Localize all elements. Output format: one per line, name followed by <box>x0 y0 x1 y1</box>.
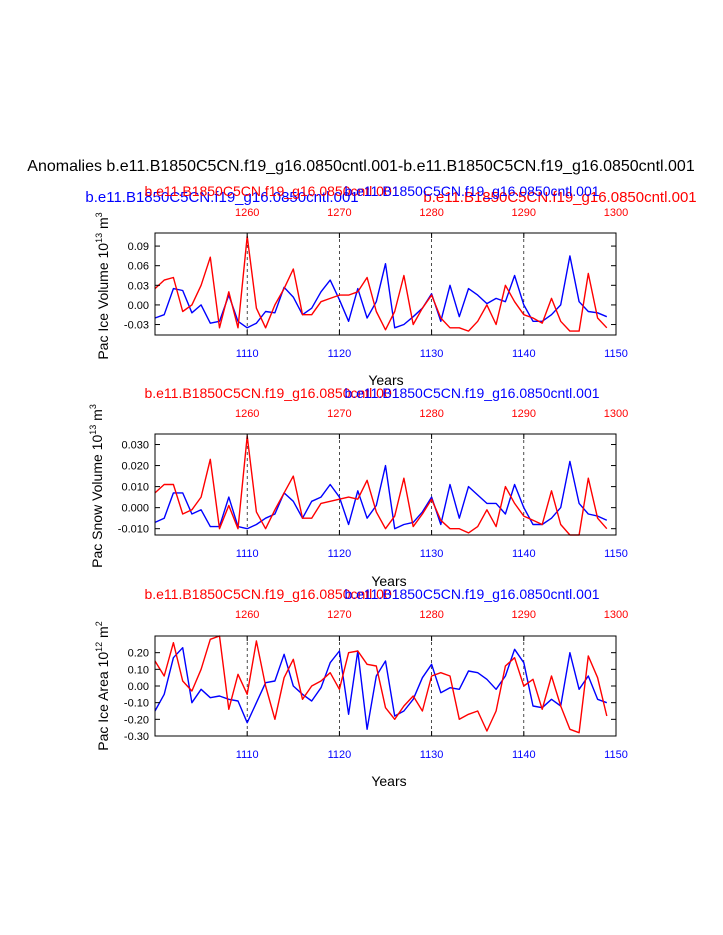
blue-series-line <box>154 647 608 730</box>
x-tick-label: 1140 <box>512 548 536 560</box>
y-axis-title: Pac Ice Area 1012 m2 <box>94 621 111 750</box>
y-tick-label: 0.00 <box>128 300 149 312</box>
x-axis-title: Years <box>371 773 406 789</box>
y-tick-label: 0.000 <box>121 503 149 515</box>
panel-top-label-blue: b.e11.B1850C5CN.f19_g16.0850cntl.001 <box>344 385 599 401</box>
y-tick-label: -0.03 <box>124 320 149 332</box>
x-tick-label: 1120 <box>328 749 352 761</box>
top-x-tick-label: 1280 <box>419 207 443 219</box>
y-tick-label: -0.010 <box>118 524 149 536</box>
x-tick-label: 1110 <box>236 749 259 761</box>
snow-volume-panel: b.e11.B1850C5CN.f19_g16.0850cntl.001 b.e… <box>88 385 628 589</box>
y-axis-title: Pac Ice Volume 1013 m3 <box>94 212 111 359</box>
top-x-tick-label: 1300 <box>604 609 628 621</box>
x-tick-label: 1150 <box>604 348 628 360</box>
y-tick-label: 0.10 <box>128 664 149 676</box>
y-tick-label: 0.030 <box>121 440 149 452</box>
top-x-tick-label: 1260 <box>235 207 259 219</box>
top-x-tick-label: 1270 <box>327 408 351 420</box>
ice-volume-panel: b.e11.B1850C5CN.f19_g16.0850cntl.001 b.e… <box>94 183 628 388</box>
main-title: Anomalies b.e11.B1850C5CN.f19_g16.0850cn… <box>27 158 695 175</box>
x-tick-label: 1120 <box>328 548 352 560</box>
top-x-tick-label: 1280 <box>419 609 443 621</box>
y-tick-label: -0.20 <box>124 714 149 726</box>
panel-top-label-red: b.e11.B1850C5CN.f19_g16.0850cntl.001 <box>144 183 399 199</box>
ice-area-panel: b.e11.B1850C5CN.f19_g16.0850cntl.001 b.e… <box>94 586 628 789</box>
top-x-tick-label: 1280 <box>419 408 443 420</box>
x-tick-label: 1140 <box>512 348 536 360</box>
blue-series-line <box>154 460 608 530</box>
svg-text:Pac Ice Area 1012 m2: Pac Ice Area 1012 m2 <box>94 621 111 750</box>
svg-text:Pac Ice Volume 1013 m3: Pac Ice Volume 1013 m3 <box>94 212 111 359</box>
y-tick-label: 0.03 <box>128 280 149 292</box>
y-tick-label: -0.10 <box>124 698 149 710</box>
top-x-tick-label: 1270 <box>327 207 351 219</box>
y-tick-label: 0.20 <box>128 648 149 660</box>
red-series-line <box>154 635 608 734</box>
y-tick-label: 0.010 <box>121 482 149 494</box>
y-tick-label: 0.06 <box>128 261 149 273</box>
x-tick-label: 1130 <box>420 348 444 360</box>
y-tick-label: 0.020 <box>121 461 149 473</box>
x-tick-label: 1110 <box>236 548 259 560</box>
y-tick-label: -0.30 <box>124 731 149 743</box>
svg-text:Pac Snow Volume 1013 m3: Pac Snow Volume 1013 m3 <box>88 404 105 568</box>
x-tick-label: 1130 <box>420 548 444 560</box>
y-tick-label: 0.09 <box>128 241 149 253</box>
top-x-tick-label: 1290 <box>512 207 536 219</box>
legend-red-label: b.e11.B1850C5CN.f19_g16.0850cntl.001 <box>423 189 696 206</box>
x-axis-title: Years <box>368 372 403 388</box>
top-x-tick-label: 1260 <box>235 408 259 420</box>
plot-frame <box>154 635 617 737</box>
top-x-tick-label: 1300 <box>604 207 628 219</box>
top-x-tick-label: 1260 <box>235 609 259 621</box>
x-tick-label: 1110 <box>236 348 259 360</box>
red-series-line <box>154 235 608 332</box>
legend-blue-label: b.e11.B1850C5CN.f19_g16.0850cntl.001 <box>85 189 358 206</box>
panel-top-label-red: b.e11.B1850C5CN.f19_g16.0850cntl.001 <box>144 385 399 401</box>
plot-frame <box>154 433 617 536</box>
top-x-tick-label: 1270 <box>327 609 351 621</box>
plot-frame <box>154 232 617 336</box>
panel-top-label-red: b.e11.B1850C5CN.f19_g16.0850cntl.001 <box>144 586 399 602</box>
x-tick-label: 1130 <box>420 749 444 761</box>
top-x-tick-label: 1290 <box>512 609 536 621</box>
top-x-tick-label: 1290 <box>512 408 536 420</box>
x-tick-label: 1150 <box>604 548 628 560</box>
red-series-line <box>154 435 608 536</box>
x-tick-label: 1120 <box>328 348 352 360</box>
y-axis-title: Pac Snow Volume 1013 m3 <box>88 404 105 568</box>
y-tick-label: 0.00 <box>128 681 149 693</box>
top-x-tick-label: 1300 <box>604 408 628 420</box>
x-axis-title: Years <box>371 573 406 589</box>
x-tick-label: 1140 <box>512 749 536 761</box>
panel-top-label-blue: b.e11.B1850C5CN.f19_g16.0850cntl.001 <box>344 586 599 602</box>
x-tick-label: 1150 <box>604 749 628 761</box>
panel-top-label-blue: b.e11.B1850C5CN.f19_g16.0850cntl.001 <box>344 183 599 199</box>
